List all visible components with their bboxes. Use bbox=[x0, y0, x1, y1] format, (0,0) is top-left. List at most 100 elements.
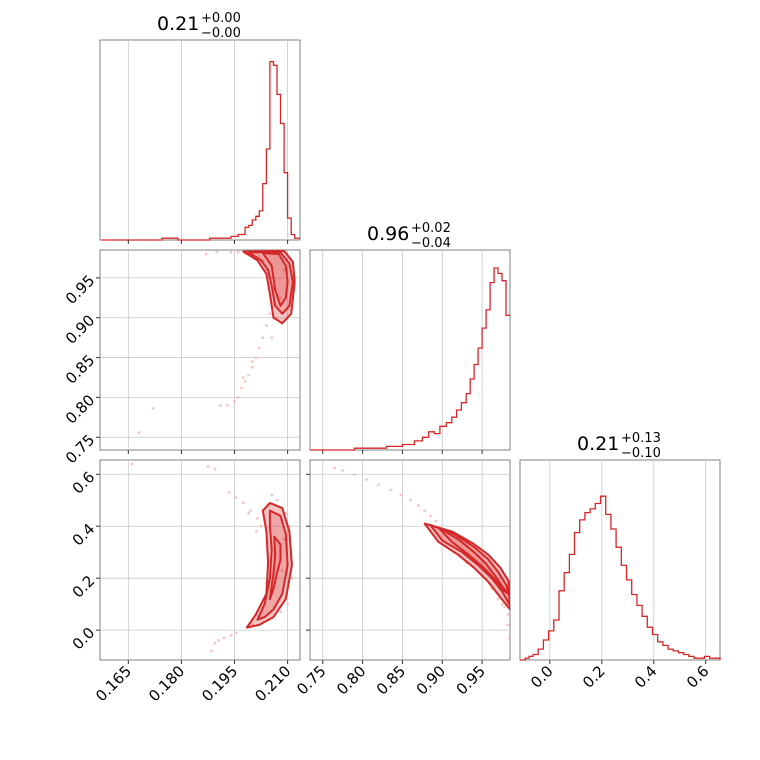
scatter-point bbox=[229, 250, 233, 254]
scatter-point bbox=[250, 360, 254, 363]
scatter-point bbox=[130, 462, 134, 466]
panel-frame bbox=[99, 459, 301, 661]
scatter-point bbox=[204, 252, 208, 256]
panel-2-1: 0.75 0.80 0.85 0.90 0.95 bbox=[293, 459, 511, 698]
tick-label-y: 0.90 bbox=[62, 311, 98, 347]
title-p2-median: 0.21 bbox=[577, 433, 619, 455]
scatter-point bbox=[227, 491, 231, 494]
scatter-point bbox=[275, 498, 279, 502]
scatter-point bbox=[151, 407, 155, 410]
tick-label-y: 0.95 bbox=[62, 272, 98, 308]
scatter-point bbox=[247, 373, 251, 377]
tick-label-x: 0.6 bbox=[683, 662, 713, 692]
scatter-point bbox=[270, 493, 274, 497]
scatter-point bbox=[243, 380, 247, 383]
scatter-point bbox=[255, 530, 258, 533]
scatter-point bbox=[284, 511, 288, 515]
scatter-point bbox=[234, 496, 238, 500]
panel-frame bbox=[99, 249, 301, 451]
scatter-point bbox=[279, 610, 282, 614]
scatter-point bbox=[365, 478, 368, 481]
scatter-point bbox=[229, 633, 233, 637]
tick-label-x: 0.2 bbox=[579, 662, 609, 692]
panel-1-1 bbox=[309, 249, 511, 454]
title-p0-minus: −0.00 bbox=[201, 26, 241, 41]
scatter-point bbox=[282, 537, 286, 541]
scatter-point bbox=[241, 376, 245, 379]
scatter-point bbox=[377, 483, 380, 487]
scatter-point bbox=[247, 511, 251, 515]
title-p2-minus: −0.10 bbox=[621, 446, 661, 461]
panel-2-2: 0.0 0.2 0.4 0.6 bbox=[519, 459, 721, 692]
tick-label-x: 0.195 bbox=[198, 662, 241, 705]
scatter-point bbox=[286, 602, 290, 606]
tick-label-x: 0.90 bbox=[413, 662, 449, 698]
scatter-point bbox=[507, 636, 510, 640]
scatter-point bbox=[249, 509, 252, 513]
title-p1-minus: −0.04 bbox=[411, 236, 451, 251]
scatter-point bbox=[508, 618, 510, 622]
title-p2-plus: +0.13 bbox=[621, 431, 661, 446]
scatter-point bbox=[236, 396, 240, 399]
scatter-point bbox=[434, 519, 438, 523]
scatter-point bbox=[250, 365, 254, 369]
scatter-point bbox=[270, 336, 274, 340]
scatter-point bbox=[282, 268, 286, 272]
scatter-point bbox=[268, 312, 272, 316]
scatter-point bbox=[333, 466, 337, 470]
panel-1-0: 0.75 0.80 0.85 0.900.95 bbox=[62, 249, 301, 467]
tick-label-x: 0.165 bbox=[92, 662, 135, 705]
scatter-point bbox=[222, 636, 226, 640]
tick-label-y: 0.75 bbox=[62, 431, 98, 467]
density-contour bbox=[423, 522, 510, 611]
scatter-point bbox=[233, 399, 236, 403]
scatter-point bbox=[500, 602, 504, 606]
scatter-point bbox=[259, 524, 263, 528]
tick-label-y: 0.6 bbox=[69, 468, 99, 498]
tick-label-x: 0.80 bbox=[333, 662, 369, 698]
scatter-point bbox=[217, 639, 220, 642]
tick-label-y: 0.85 bbox=[62, 351, 98, 387]
title-p1-plus: +0.02 bbox=[411, 221, 451, 236]
panel-0-0 bbox=[99, 39, 301, 244]
scatter-point bbox=[257, 346, 261, 350]
scatter-point bbox=[399, 493, 403, 497]
scatter-point bbox=[496, 597, 500, 601]
scatter-point bbox=[280, 568, 284, 572]
scatter-point bbox=[137, 431, 141, 434]
scatter-point bbox=[213, 641, 217, 645]
scatter-point bbox=[256, 517, 259, 520]
scatter-point bbox=[241, 501, 245, 505]
tick-label-x: 0.0 bbox=[527, 662, 557, 692]
scatter-point bbox=[210, 649, 213, 653]
tick-label-x: 0.210 bbox=[251, 662, 294, 705]
scatter-point bbox=[290, 576, 294, 580]
density-contour bbox=[247, 251, 294, 315]
scatter-point bbox=[236, 250, 240, 254]
density-contour bbox=[268, 535, 282, 600]
density-contour bbox=[437, 526, 510, 595]
panel-frame bbox=[519, 459, 721, 661]
scatter-point bbox=[254, 356, 258, 359]
panel-2-0: 0.165 0.180 0.195 0.210 0.0 0.2 0.4 0.6 bbox=[69, 459, 301, 705]
scatter-point bbox=[428, 514, 432, 518]
plot-layer: 0.0 0.2 0.4 0.60.750.800.850.900.950.165 0.1… bbox=[62, 39, 721, 705]
scatter-point bbox=[213, 467, 217, 471]
scatter-point bbox=[206, 465, 210, 468]
scatter-point bbox=[506, 623, 510, 627]
scatter-point bbox=[341, 468, 345, 472]
scatter-point bbox=[240, 386, 243, 390]
histogram-step-line bbox=[101, 60, 300, 241]
panel-frame bbox=[309, 459, 511, 661]
scatter-point bbox=[264, 324, 268, 328]
panel-content bbox=[137, 250, 296, 434]
title-p1-median: 0.96 bbox=[367, 223, 409, 245]
tick-label-x: 0.75 bbox=[293, 662, 329, 698]
scatter-point bbox=[353, 473, 357, 477]
tick-label-x: 0.180 bbox=[145, 662, 188, 705]
panel-content bbox=[333, 466, 510, 645]
histogram-step-line bbox=[310, 267, 510, 451]
tick-label-x: 0.4 bbox=[631, 662, 661, 692]
title-p0-median: 0.21 bbox=[157, 13, 199, 35]
